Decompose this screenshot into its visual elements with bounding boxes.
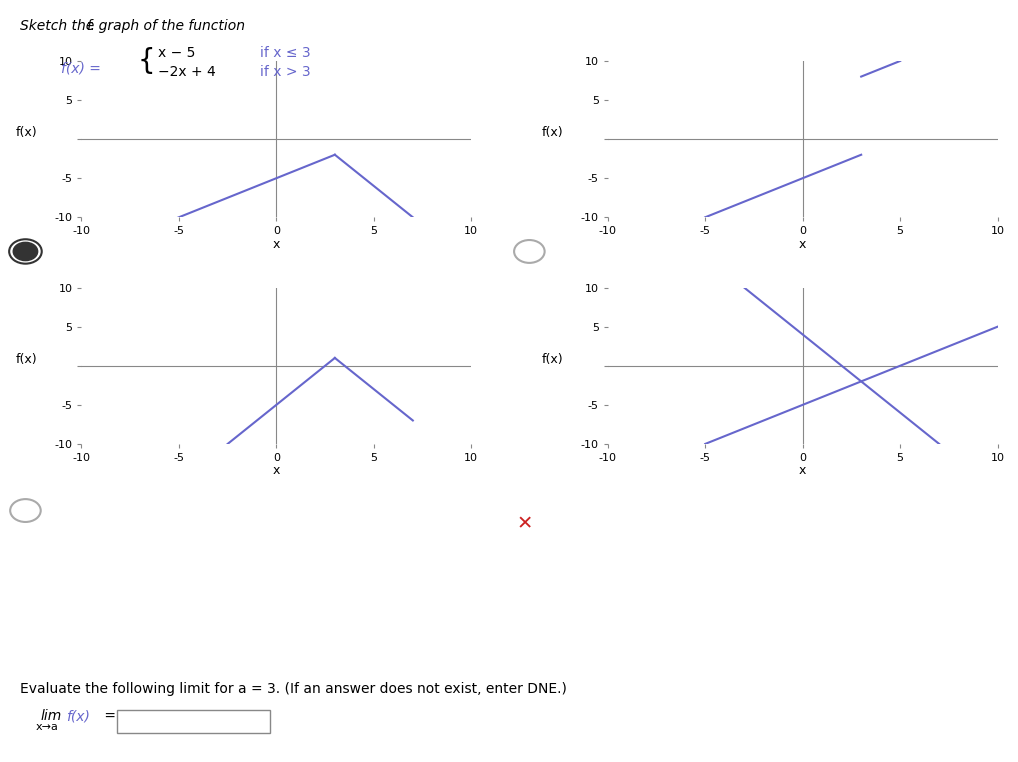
- X-axis label: x: x: [799, 464, 806, 477]
- Text: f(x) =: f(x) =: [61, 62, 101, 75]
- Text: x − 5: x − 5: [158, 46, 195, 60]
- Text: lim: lim: [41, 709, 62, 723]
- Y-axis label: f(x): f(x): [16, 353, 38, 366]
- Text: f.: f.: [87, 20, 96, 34]
- Text: ✕: ✕: [516, 514, 532, 533]
- Text: =: =: [100, 709, 116, 723]
- Text: Sketch the graph of the function: Sketch the graph of the function: [20, 20, 245, 34]
- X-axis label: x: x: [273, 238, 280, 251]
- X-axis label: x: x: [273, 464, 280, 477]
- X-axis label: x: x: [799, 238, 806, 251]
- Text: {: {: [137, 46, 155, 75]
- Y-axis label: f(x): f(x): [16, 126, 38, 139]
- Y-axis label: f(x): f(x): [543, 353, 564, 366]
- Text: −2x + 4: −2x + 4: [158, 66, 216, 79]
- Text: f(x): f(x): [66, 709, 90, 723]
- Text: Evaluate the following limit for a = 3. (If an answer does not exist, enter DNE.: Evaluate the following limit for a = 3. …: [20, 683, 567, 696]
- Text: if x > 3: if x > 3: [260, 66, 310, 79]
- Text: x→a: x→a: [36, 722, 58, 732]
- Y-axis label: f(x): f(x): [543, 126, 564, 139]
- Text: if x ≤ 3: if x ≤ 3: [260, 46, 310, 60]
